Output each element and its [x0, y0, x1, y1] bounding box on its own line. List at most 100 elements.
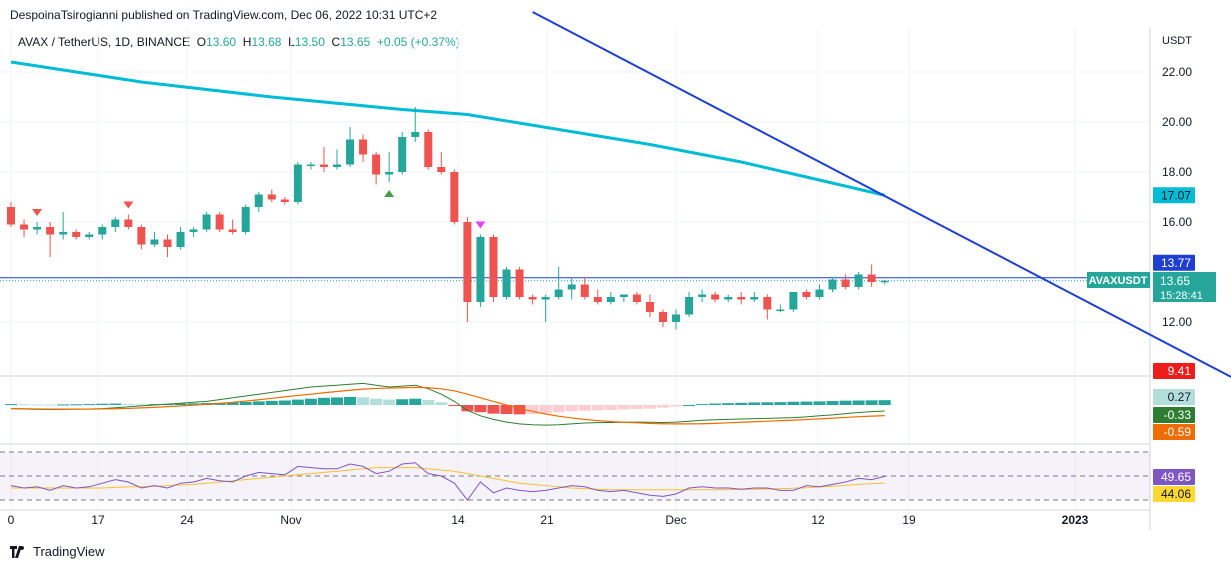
macd-histogram-bar	[18, 404, 31, 406]
time-tick-label: 19	[902, 513, 916, 527]
candle-body	[189, 229, 198, 232]
macd-histogram-bar	[657, 405, 669, 408]
candle-body	[593, 297, 602, 302]
macd-histogram-bar	[735, 402, 748, 405]
macd-histogram-bar	[396, 399, 409, 405]
macd-histogram-bar	[800, 401, 813, 405]
candle-body	[398, 137, 407, 172]
macd-histogram-bar	[696, 404, 709, 406]
candle-body	[763, 297, 772, 310]
price-tag-line: 13.77	[1161, 256, 1191, 270]
sell-signal-icon	[32, 209, 43, 216]
rsi-ma-line	[11, 467, 885, 491]
macd-histogram-bar	[552, 405, 565, 413]
macd-value-tag-bg	[1153, 407, 1195, 423]
close-value: 13.65	[340, 35, 371, 49]
macd-histogram-bar	[409, 398, 422, 405]
candle-body	[280, 199, 289, 202]
time-tick-label: 24	[180, 513, 194, 527]
candle-body	[20, 224, 29, 230]
symbol-tag: AVAXUSDT	[1089, 275, 1148, 287]
macd-histogram-bar	[774, 402, 787, 405]
candle-body	[346, 139, 355, 165]
macd-signal-line	[10, 386, 885, 425]
candle-body	[72, 232, 81, 237]
candle-body	[867, 274, 876, 282]
macd-histogram-bar	[122, 403, 135, 405]
chart-legend: AVAX / TetherUS, 1D, BINANCE O13.60 H13.…	[18, 35, 460, 49]
macd-histogram-bar	[5, 404, 17, 406]
time-tick-label: Nov	[280, 513, 301, 527]
macd-histogram-bar	[826, 401, 839, 405]
macd-histogram-bar	[422, 399, 435, 405]
macd-histogram-bar	[83, 404, 96, 406]
macd-histogram-bar	[278, 400, 291, 405]
open-label: O	[196, 35, 207, 49]
close-label: C	[331, 35, 341, 49]
time-tick-label: 0	[8, 513, 15, 527]
candle-body	[685, 297, 694, 315]
price-tick-label: 12.00	[1162, 315, 1192, 329]
macd-histogram-bar	[813, 401, 826, 405]
macd-histogram-bar	[57, 404, 70, 406]
candle-body	[515, 269, 524, 297]
rsi-ma-tag-bg	[1153, 486, 1195, 502]
macd-histogram-bar	[565, 405, 578, 412]
macd-histogram-bar	[878, 400, 891, 405]
candle-body	[672, 314, 681, 322]
candle-body	[619, 294, 628, 297]
macd-histogram-bar	[461, 405, 474, 412]
macd-histogram-bar	[357, 397, 370, 405]
candle-body	[750, 297, 759, 300]
price-tag-trend: 9.41	[1168, 364, 1192, 378]
rsi-ma-tag: 44.06	[1161, 487, 1191, 501]
candle-body	[333, 164, 341, 167]
candle-body	[789, 292, 798, 310]
macd-histogram-bar	[135, 404, 148, 406]
macd-histogram-bar	[761, 402, 774, 405]
candle-body	[815, 289, 824, 297]
countdown-tag: 15:28:41	[1160, 290, 1203, 302]
currency-label: USDT	[1162, 35, 1192, 47]
macd-histogram-bar	[722, 403, 735, 405]
candle-body	[424, 132, 433, 167]
candle-body	[293, 164, 302, 202]
price-tick-label: 16.00	[1162, 215, 1192, 229]
macd-histogram-bar	[526, 405, 539, 414]
macd-histogram-bar	[591, 405, 604, 411]
macd-histogram-bar	[187, 403, 200, 405]
tradingview-brand[interactable]: TradingView	[10, 544, 105, 559]
candle-body	[841, 279, 850, 287]
rsi-line	[10, 462, 885, 501]
price-tag-line-bg	[1153, 254, 1195, 271]
open-value: 13.60	[206, 35, 237, 49]
macd-histogram-bar	[291, 399, 304, 405]
macd-histogram-bar	[383, 399, 396, 405]
time-tick-label: 14	[451, 513, 465, 527]
candle-body	[580, 284, 589, 297]
candle-body	[59, 232, 68, 235]
buy-signal-icon	[384, 190, 395, 197]
candle-body	[111, 219, 120, 227]
macd-histogram-bar	[200, 403, 213, 405]
macd-histogram-bar	[604, 405, 617, 411]
macd-histogram-bar	[109, 403, 122, 405]
macd-histogram-bar	[265, 400, 278, 405]
candle-body	[606, 297, 615, 302]
candle-body	[267, 194, 276, 200]
candle-body	[124, 219, 133, 227]
high-label: H	[242, 35, 252, 49]
macd-histogram-bar	[865, 400, 878, 405]
candle-body	[776, 309, 785, 311]
macd-histogram-bar	[539, 405, 552, 414]
macd-hist-tag-bg	[1153, 389, 1195, 405]
candle-body	[98, 227, 107, 235]
price-tick-label: 20.00	[1162, 115, 1192, 129]
candle-body	[306, 164, 315, 166]
candle-body	[567, 284, 576, 290]
current-price-tag: 13.65	[1160, 274, 1190, 288]
candle-body	[33, 227, 42, 230]
candle-body	[241, 207, 250, 232]
candle-body	[737, 297, 746, 300]
